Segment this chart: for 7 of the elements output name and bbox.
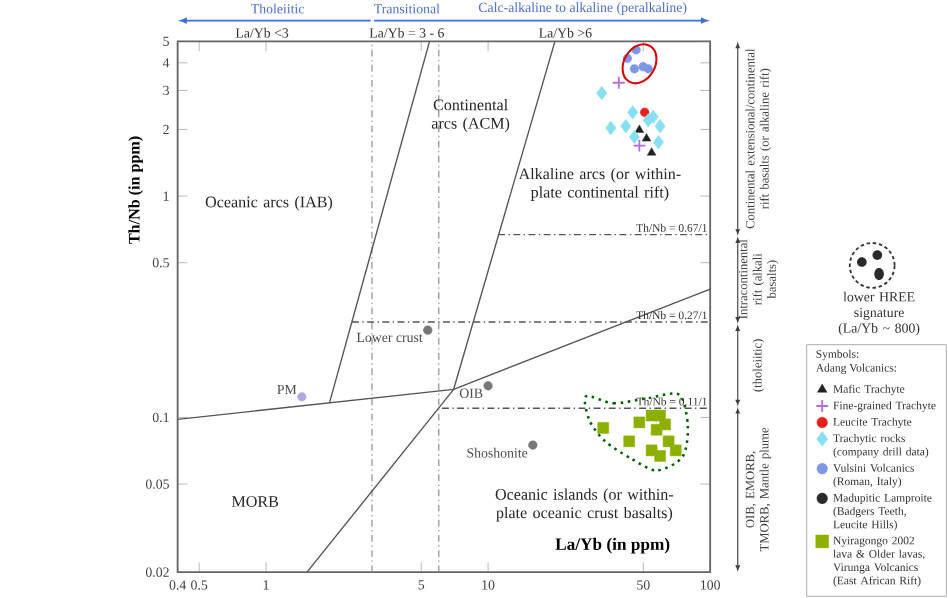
annotation: Alkaline arcs (or within-plate continental rift) — [518, 167, 681, 201]
annotation: Oceanic islands (or within-plate oceanic crust basalts) — [495, 488, 674, 522]
annotation: Continental arcs (ACM) — [431, 99, 510, 132]
y-axis-title: Th/Nb (in ppm) — [128, 136, 143, 244]
annotation: Oceanic arcs (IAB) — [205, 196, 333, 211]
x-axis-title: La/Yb (in ppm) — [555, 537, 670, 554]
annotation: MORB — [231, 496, 279, 507]
